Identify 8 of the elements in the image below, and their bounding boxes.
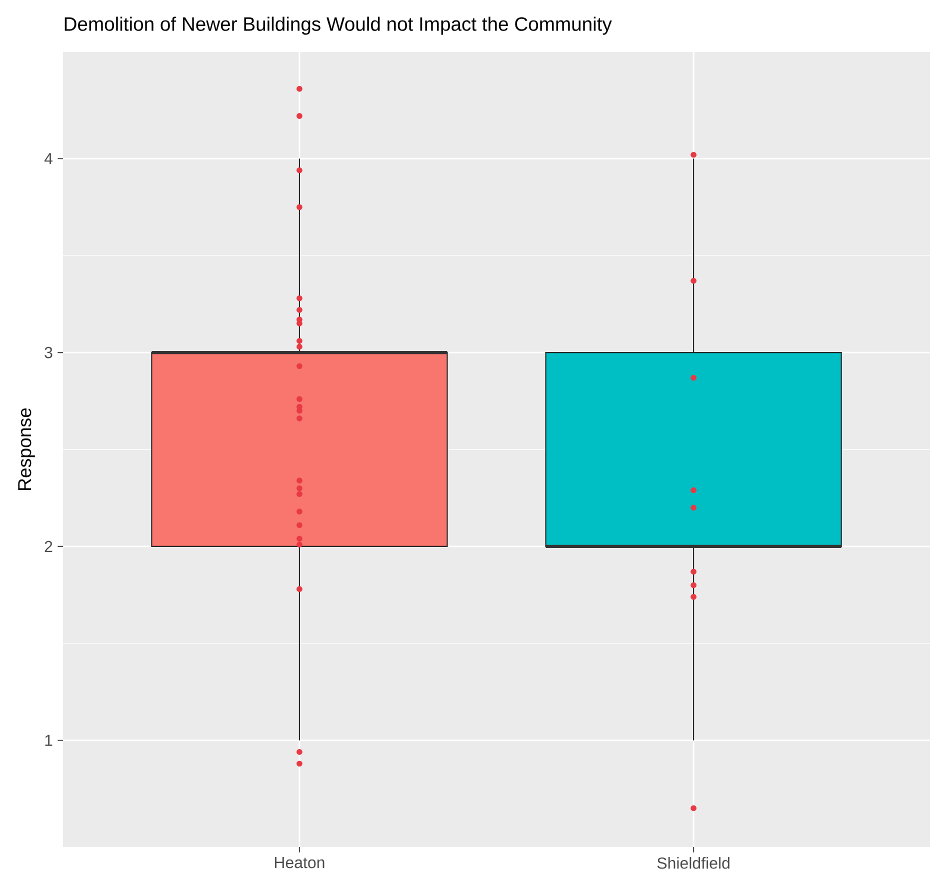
y-tick-label: 3 bbox=[44, 346, 52, 358]
y-tick-label: 2 bbox=[44, 540, 52, 552]
x-tick-label: Heaton bbox=[274, 857, 324, 868]
y-tick-label: 1 bbox=[45, 734, 52, 746]
y-axis-title: Response bbox=[18, 408, 35, 490]
x-tick-label: Shieldfield bbox=[657, 857, 730, 869]
chart-title: Demolition of Newer Buildings Would not Impact the Community bbox=[64, 16, 612, 35]
y-tick-label: 4 bbox=[44, 153, 52, 164]
